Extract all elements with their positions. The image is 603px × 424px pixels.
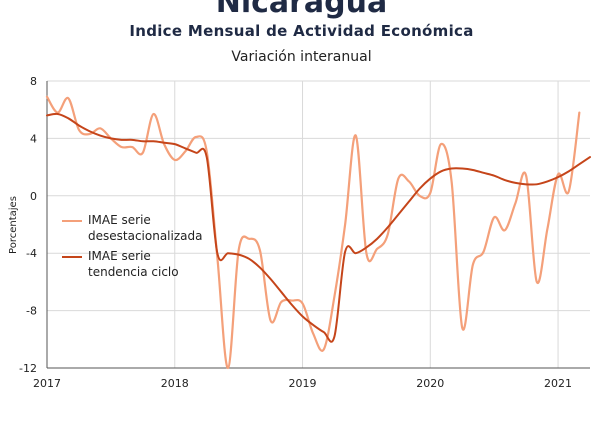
y-axis-label: Porcentajes — [8, 196, 19, 254]
chart-subtitle-2: Variación interanual — [231, 49, 372, 65]
chart-title: Nicaragua — [215, 0, 388, 20]
legend-item-raw: IMAE serie desestacionalizada — [62, 212, 202, 244]
x-tick-label: 2021 — [544, 377, 572, 390]
legend-raw-label-2: desestacionalizada — [88, 229, 203, 243]
y-tick-label: -8 — [26, 305, 37, 318]
legend-trend-label-2: tendencia ciclo — [88, 265, 179, 279]
y-tick-label: -4 — [26, 247, 37, 260]
series-line-desestacionalizada — [45, 95, 581, 370]
y-tick-labels: 8 4 0 -4 -8 -12 — [19, 75, 37, 375]
x-tick-label: 2019 — [289, 377, 317, 390]
x-tick-label: 2017 — [33, 377, 61, 390]
legend-swatch-trend — [62, 256, 82, 258]
y-tick-label: 4 — [30, 132, 37, 145]
x-tick-labels: 2017 2018 2019 2020 2021 — [33, 377, 572, 390]
legend-raw-label-1: IMAE serie — [88, 213, 151, 227]
chart-subtitle: Indice Mensual de Actividad Económica — [129, 22, 474, 40]
series-lines — [45, 95, 591, 370]
x-tick-label: 2018 — [161, 377, 189, 390]
y-tick-label: 8 — [30, 75, 37, 88]
series-line-tendencia-ciclo — [46, 112, 591, 343]
x-tick-label: 2020 — [416, 377, 444, 390]
y-tick-label: 0 — [30, 190, 37, 203]
legend: IMAE serie desestacionalizada IMAE serie… — [62, 212, 202, 284]
legend-item-trend: IMAE serie tendencia ciclo — [62, 248, 202, 280]
legend-trend-label-1: IMAE serie — [88, 249, 151, 263]
y-tick-label: -12 — [19, 362, 37, 375]
axes — [46, 81, 590, 369]
legend-swatch-raw — [62, 220, 82, 222]
